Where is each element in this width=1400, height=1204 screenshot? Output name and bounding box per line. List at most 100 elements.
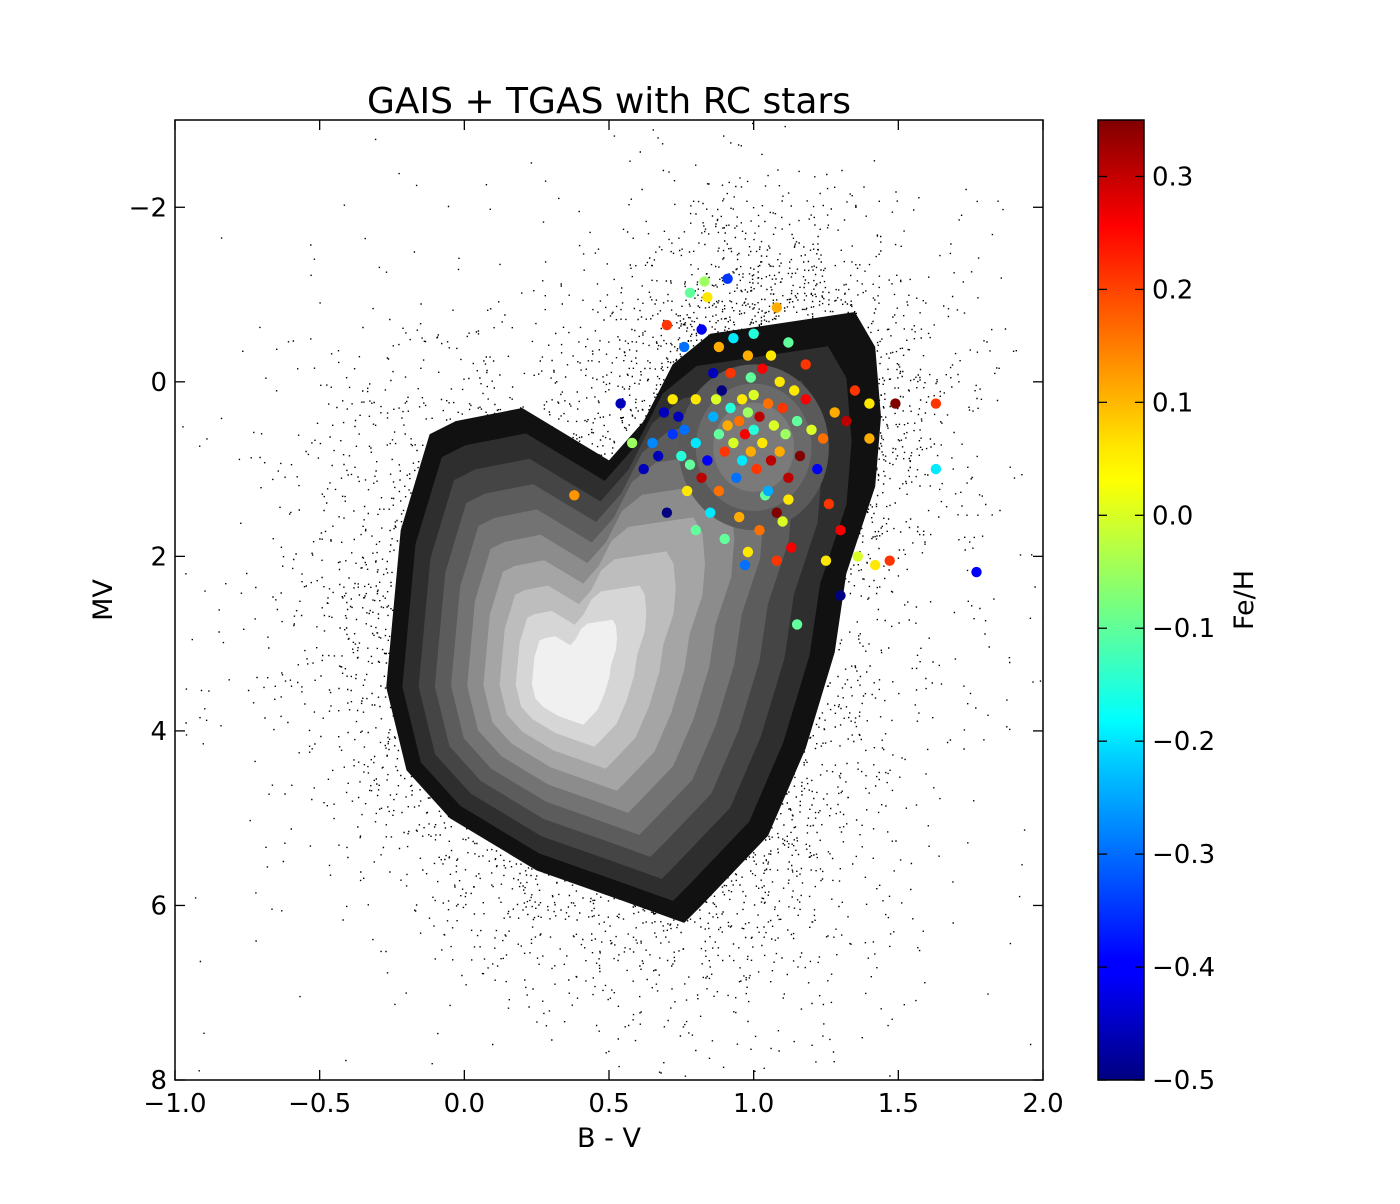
rc-star-point (725, 367, 736, 379)
rc-star-point (774, 446, 785, 457)
rc-star-point (852, 551, 863, 562)
x-tick-label: −1.0 (143, 1089, 206, 1119)
rc-star-point (748, 389, 759, 401)
rc-star-point (754, 411, 765, 422)
rc-star-point (757, 437, 768, 449)
rc-star-point (817, 433, 829, 444)
rc-star-point (762, 485, 774, 497)
rc-star-point (829, 407, 840, 418)
colorbar-label: Fe/H (1229, 570, 1260, 630)
rc-star-point (771, 302, 782, 313)
rc-star-point (638, 463, 649, 475)
rc-star-point (667, 394, 678, 405)
rc-star-point (971, 566, 982, 578)
rc-star-point (835, 525, 846, 536)
rc-star-point (684, 287, 696, 298)
rc-star-point (690, 394, 701, 405)
rc-star-point (734, 511, 745, 523)
rc-star-point (722, 273, 733, 284)
y-tick-label: 4 (150, 717, 167, 747)
rc-star-point (777, 516, 788, 527)
rc-star-point (626, 437, 638, 449)
rc-star-point (742, 407, 754, 418)
colorbar-tick-label: −0.2 (1152, 727, 1215, 757)
rc-star-point (684, 459, 696, 470)
chart-title: GAIS + TGAS with RC stars (367, 81, 851, 122)
rc-star-point (742, 350, 754, 361)
rc-star-point (690, 437, 701, 449)
rc-star-point (679, 424, 690, 435)
colorbar-ticks: −0.5 −0.4 −0.3 −0.2 −0.1 0.0 0.1 0.2 0.3 (1098, 162, 1215, 1096)
rc-star-point (699, 276, 710, 287)
rc-star-point (676, 450, 687, 462)
rc-star-point (777, 402, 788, 414)
rc-star-point (930, 398, 942, 409)
rc-star-point (728, 437, 739, 449)
colorbar-tick-label: −0.4 (1152, 953, 1215, 983)
rc-star-point (771, 507, 782, 518)
rc-star-point (725, 402, 736, 414)
rc-star-point (765, 350, 777, 361)
rc-star-point (736, 394, 748, 405)
rc-star-point (789, 385, 800, 396)
colorbar-tick-label: 0.3 (1152, 162, 1193, 192)
rc-star-point (661, 319, 673, 331)
rc-star-point (745, 446, 756, 457)
rc-star-point (765, 455, 777, 466)
rc-star-point (774, 376, 785, 387)
rc-star-point (661, 507, 673, 518)
x-tick-label: −0.5 (288, 1089, 351, 1119)
background-star-dots (182, 122, 1043, 1077)
rc-star-point (653, 450, 664, 462)
x-tick-label: 1.0 (733, 1089, 774, 1119)
background-star-cloud (182, 122, 1043, 1077)
rc-star-point (762, 398, 774, 409)
colorbar: −0.5 −0.4 −0.3 −0.2 −0.1 0.0 0.1 0.2 0.3 Fe/H (1097, 119, 1260, 1096)
colorbar-gradient (1097, 119, 1145, 1081)
rc-star-point (739, 429, 751, 440)
rc-star-point (791, 415, 803, 427)
rc-star-point (681, 485, 693, 497)
plot-area (182, 122, 1043, 1077)
x-tick-label: 0.5 (588, 1089, 629, 1119)
colorbar-tick-label: −0.3 (1152, 840, 1215, 870)
x-axis-label: B - V (577, 1123, 641, 1154)
colorbar-tick-label: −0.1 (1152, 614, 1215, 644)
x-tick-label: 0.0 (444, 1089, 485, 1119)
rc-star-point (734, 415, 745, 427)
rc-star-point (786, 542, 797, 553)
rc-star-point (768, 420, 780, 431)
rc-star-point (751, 463, 762, 475)
rc-star-point (780, 429, 791, 440)
rc-star-point (739, 559, 751, 571)
rc-star-point (713, 485, 725, 497)
colorbar-tick-label: 0.2 (1152, 275, 1193, 305)
rc-star-point (748, 328, 759, 339)
rc-star-point (870, 559, 881, 571)
colorbar-tick-label: 0.1 (1152, 388, 1193, 418)
x-axis-ticks: −1.0 −0.5 0.0 0.5 1.0 1.5 2.0 (143, 120, 1064, 1119)
rc-star-point (716, 385, 727, 396)
rc-star-point (658, 407, 670, 418)
rc-star-point (771, 555, 782, 566)
rc-star-point (696, 324, 707, 335)
x-tick-label: 1.5 (878, 1089, 919, 1119)
rc-star-point (569, 490, 580, 501)
density-contour-level-10 (531, 619, 617, 725)
rc-star-point (722, 420, 733, 431)
rc-star-point (791, 619, 803, 630)
y-axis-ticks: −2 0 2 4 6 8 (129, 193, 1043, 1096)
rc-star-point (673, 411, 684, 422)
rc-star-point (835, 590, 846, 601)
rc-star-point (783, 494, 794, 505)
y-tick-label: −2 (129, 193, 167, 223)
rc-star-point (849, 385, 861, 396)
y-tick-label: 0 (150, 368, 167, 398)
rc-star-point (702, 455, 713, 466)
rc-star-point (841, 415, 852, 427)
rc-star-point (719, 533, 730, 545)
rc-star-point (745, 372, 756, 383)
rc-star-point (708, 367, 719, 379)
rc-star-point (864, 433, 875, 444)
